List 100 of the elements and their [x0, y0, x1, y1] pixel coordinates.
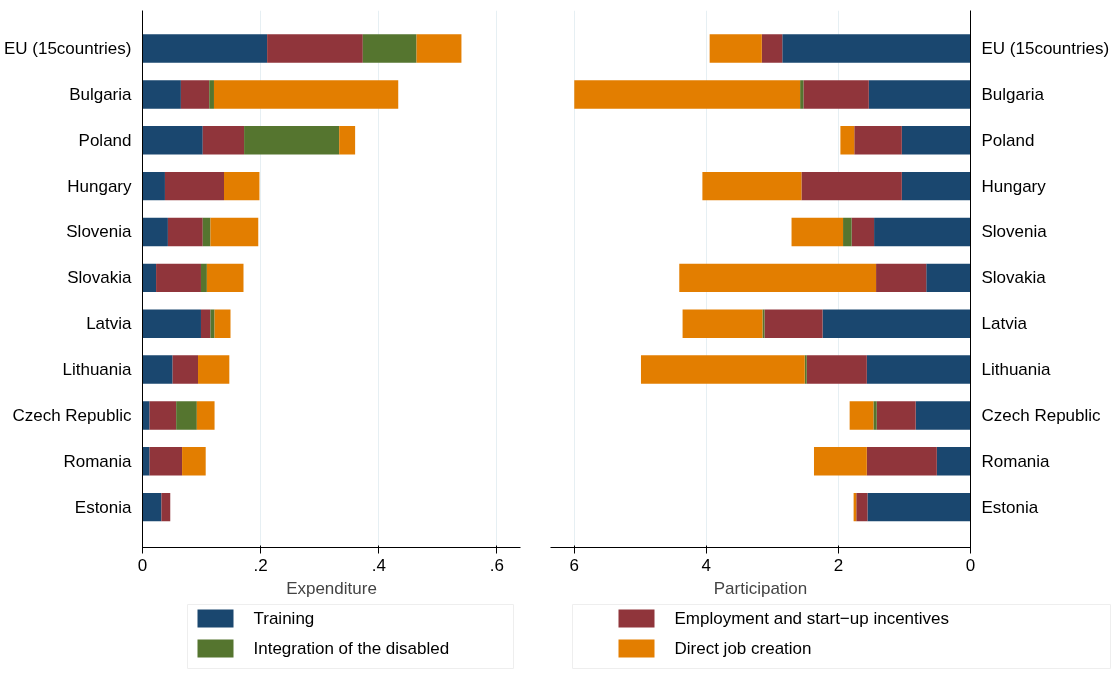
y-tick-label: Poland — [78, 130, 132, 150]
y-tick-label: Czech Republic — [12, 405, 132, 425]
bar — [901, 171, 971, 201]
bar — [172, 355, 199, 384]
bar — [813, 447, 867, 476]
bar — [142, 217, 168, 247]
y-tick-label: Latvia — [86, 314, 133, 334]
bar — [854, 126, 902, 155]
bar — [339, 126, 356, 155]
y-tick-label: Romania — [63, 451, 133, 471]
bar — [840, 126, 855, 155]
bar — [202, 217, 211, 247]
y-tick-label: Romania — [981, 451, 1051, 471]
bar — [806, 355, 867, 384]
bar — [901, 126, 971, 155]
bar — [876, 263, 927, 293]
y-tick-label: Poland — [981, 130, 1035, 150]
y-tick-label: Lithuania — [62, 360, 133, 380]
bar — [244, 126, 340, 155]
bar — [176, 401, 197, 430]
bar — [679, 263, 877, 293]
bar — [198, 355, 230, 384]
bar — [866, 447, 937, 476]
y-tick-label: Bulgaria — [69, 84, 133, 104]
bar — [868, 80, 971, 109]
bar — [149, 447, 183, 476]
bar — [142, 401, 150, 430]
bar — [142, 34, 268, 63]
bar — [926, 263, 971, 293]
bar — [200, 263, 207, 293]
bar — [782, 34, 971, 63]
y-tick-label: Latvia — [981, 314, 1028, 334]
bar — [164, 171, 225, 201]
bar — [142, 447, 150, 476]
bar — [142, 171, 165, 201]
y-tick-label: Czech Republic — [981, 405, 1102, 425]
bar — [764, 309, 823, 338]
y-tick-label: Bulgaria — [981, 84, 1045, 104]
bar — [416, 34, 462, 63]
legend-label: Integration of the disabled — [253, 639, 450, 658]
bar — [866, 355, 971, 384]
bar — [849, 401, 874, 430]
legend-label: Training — [253, 609, 315, 628]
bar — [843, 217, 852, 247]
bar — [209, 80, 214, 109]
x-tick-label: 0 — [137, 555, 148, 575]
bar — [761, 34, 783, 63]
bar — [915, 401, 971, 430]
x-tick-label: 2 — [833, 555, 844, 575]
y-tick-label: EU (15countries) — [981, 39, 1110, 59]
y-tick-label: Estonia — [74, 497, 133, 517]
y-tick-label: Hungary — [981, 176, 1047, 196]
bar — [867, 492, 971, 522]
y-tick-label: EU (15countries) — [3, 39, 132, 59]
bar — [640, 355, 805, 384]
bar — [213, 80, 399, 109]
legend-label: Employment and start−up incentives — [674, 609, 950, 628]
bar — [161, 492, 171, 522]
bar — [200, 309, 211, 338]
y-tick-label: Hungary — [67, 176, 132, 196]
bar — [142, 492, 162, 522]
y-tick-label: Slovenia — [66, 222, 133, 242]
bar — [936, 447, 971, 476]
bar — [822, 309, 971, 338]
bar — [142, 263, 157, 293]
bar — [156, 263, 201, 293]
bar — [801, 171, 902, 201]
x-tick-label: 6 — [569, 555, 580, 575]
legend-label: Direct job creation — [674, 639, 812, 658]
bar — [182, 447, 206, 476]
x-tick-label: .4 — [371, 555, 386, 575]
y-tick-label: Lithuania — [981, 360, 1052, 380]
bar — [214, 309, 231, 338]
bar — [202, 126, 245, 155]
y-tick-label: Slovakia — [981, 268, 1047, 288]
bar — [149, 401, 177, 430]
bar — [702, 171, 802, 201]
bar — [210, 309, 215, 338]
bar — [800, 80, 804, 109]
bar — [142, 355, 173, 384]
bar — [876, 401, 916, 430]
y-tick-label: Estonia — [981, 497, 1039, 517]
x-tick-label: 4 — [701, 555, 712, 575]
bar — [210, 217, 259, 247]
bar — [682, 309, 763, 338]
bar — [180, 80, 210, 109]
bar — [167, 217, 203, 247]
bar — [206, 263, 244, 293]
bar — [856, 492, 868, 522]
bar — [196, 401, 215, 430]
y-tick-label: Slovenia — [981, 222, 1048, 242]
bar — [851, 217, 875, 247]
x-tick-label: .6 — [489, 555, 504, 575]
y-tick-label: Slovakia — [67, 268, 133, 288]
bar — [267, 34, 363, 63]
bar — [142, 309, 201, 338]
x-axis-title: Expenditure — [286, 578, 377, 598]
bar — [574, 80, 801, 109]
bar — [803, 80, 869, 109]
x-tick-label: .2 — [253, 555, 268, 575]
